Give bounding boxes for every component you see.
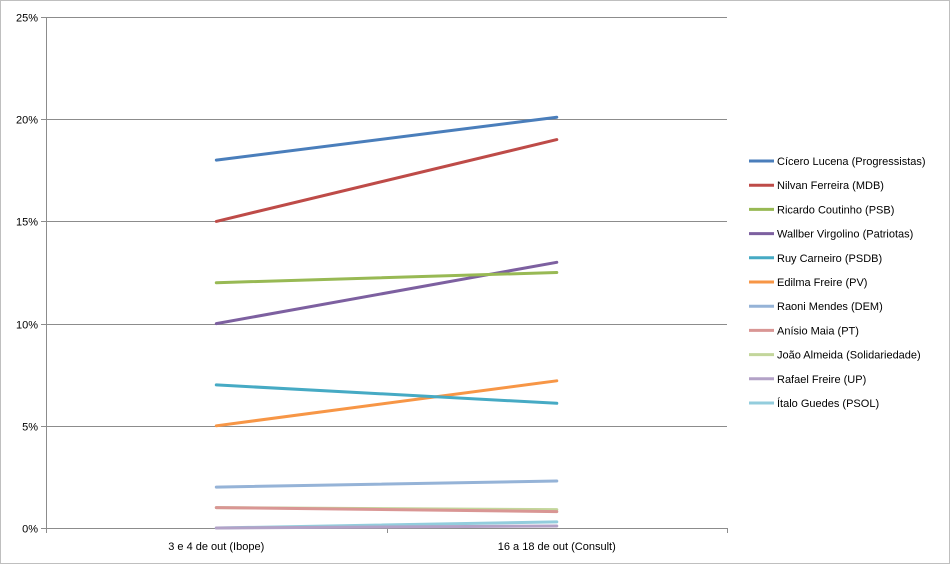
legend-label: João Almeida (Solidariedade) [777,350,921,362]
series-line [214,383,559,405]
y-axis-ticks: 0% 5% 10% 15% 20% 25% [16,13,46,536]
legend-label: Raoni Mendes (DEM) [777,301,883,313]
legend-label: Ítalo Guedes (PSOL) [777,397,879,410]
series-line [214,524,559,530]
series-lines [214,115,559,530]
series-line [214,260,559,326]
x-tick-label: 3 e 4 de out (Ibope) [168,541,264,553]
legend-label: Edilma Freire (PV) [777,277,867,289]
y-tick-label: 25% [16,13,38,25]
axes [46,17,727,529]
y-tick-label: 20% [16,115,38,127]
legend-label: Ricardo Coutinho (PSB) [777,204,894,216]
legend-label: Ruy Carneiro (PSDB) [777,253,882,265]
legend-label: Rafael Freire (UP) [777,374,866,386]
y-tick-label: 10% [16,320,38,332]
series-line [214,271,559,285]
x-axis-ticks: 3 e 4 de out (Ibope) 16 a 18 de out (Cons… [46,528,728,553]
legend-label: Wallber Virgolino (Patriotas) [777,229,913,241]
legend: Cícero Lucena (Progressistas) Nilvan Ferr… [749,156,926,410]
y-tick-label: 0% [22,524,38,536]
series-line [214,379,559,428]
y-tick-label: 5% [22,422,38,434]
series-line [214,138,559,223]
legend-label: Anísio Maia (PT) [777,325,859,337]
gridlines [46,17,727,427]
legend-label: Nilvan Ferreira (MDB) [777,180,884,192]
series-line [214,479,559,489]
y-tick-label: 15% [16,217,38,229]
series-line [214,115,559,162]
legend-label: Cícero Lucena (Progressistas) [777,156,926,168]
x-tick-label: 16 a 18 de out (Consult) [498,541,616,553]
series-line [214,506,559,514]
